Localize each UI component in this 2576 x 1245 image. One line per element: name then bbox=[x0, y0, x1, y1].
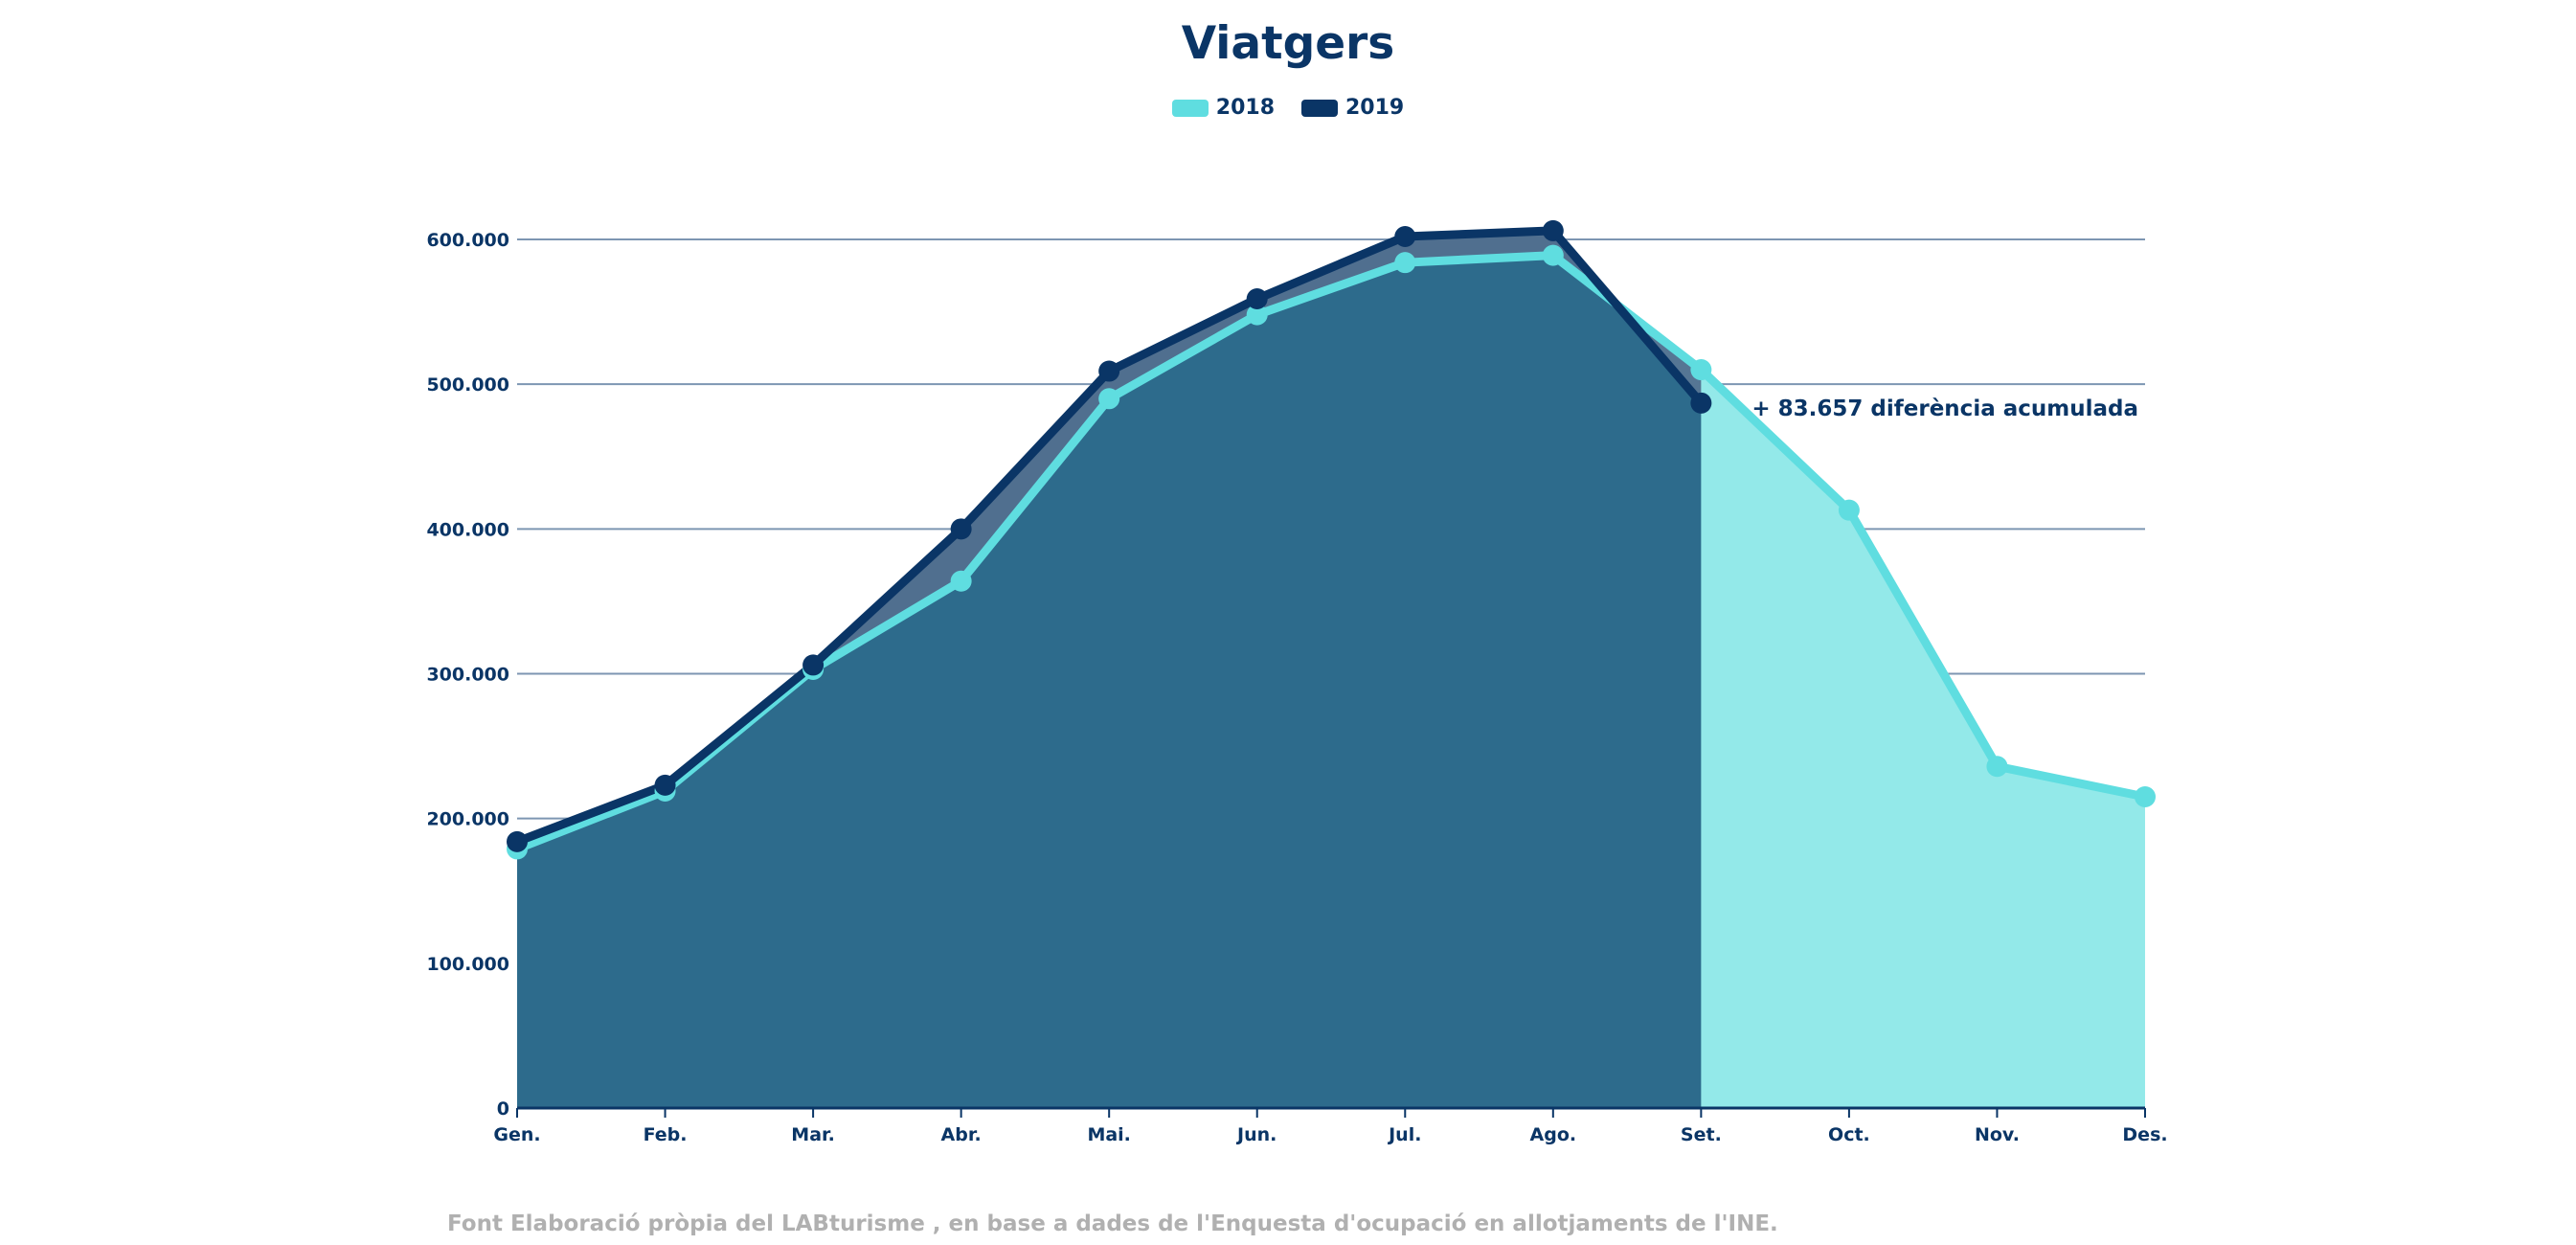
point-2019 bbox=[1098, 360, 1120, 382]
legend-item-2019[interactable]: 2019 bbox=[1301, 96, 1404, 120]
annotation-difference: + 83.657 diferència acumulada bbox=[1751, 396, 2138, 421]
point-2019 bbox=[1246, 287, 1268, 309]
legend-swatch-2018 bbox=[1171, 99, 1209, 117]
legend: 2018 2019 bbox=[0, 96, 2576, 120]
point-2019 bbox=[950, 518, 972, 540]
x-tick-label: Jul. bbox=[1387, 1124, 1421, 1145]
legend-item-2018[interactable]: 2018 bbox=[1171, 96, 1275, 120]
x-tick-label: Ago. bbox=[1530, 1124, 1577, 1145]
y-tick-label: 500.000 bbox=[426, 374, 509, 396]
y-tick-label: 300.000 bbox=[426, 665, 509, 686]
x-tick-label: Gen. bbox=[493, 1124, 540, 1145]
point-2018 bbox=[1542, 244, 1564, 266]
point-2019 bbox=[507, 830, 528, 852]
point-2018 bbox=[1986, 756, 2008, 778]
area-2019 bbox=[517, 230, 1702, 1108]
x-tick-label: Set. bbox=[1681, 1124, 1722, 1145]
x-tick-label: Mar. bbox=[791, 1124, 835, 1145]
point-2019 bbox=[654, 774, 676, 796]
x-tick-label: Mai. bbox=[1087, 1124, 1130, 1145]
y-tick-label: 600.000 bbox=[426, 230, 509, 251]
point-2018 bbox=[1098, 388, 1120, 410]
legend-label-2018: 2018 bbox=[1215, 96, 1275, 120]
source-note: Font Elaboració pròpia del LABturisme , … bbox=[447, 1211, 1778, 1236]
point-2018 bbox=[1246, 304, 1268, 326]
legend-swatch-2019 bbox=[1301, 99, 1338, 117]
y-tick-label: 100.000 bbox=[426, 954, 509, 975]
point-2018 bbox=[1690, 359, 1712, 381]
chart-title: Viatgers bbox=[1181, 17, 1395, 70]
x-tick-label: Des. bbox=[2122, 1124, 2167, 1145]
point-2019 bbox=[1394, 225, 1416, 247]
point-2019 bbox=[1690, 392, 1712, 414]
point-2019 bbox=[1542, 219, 1564, 241]
point-2019 bbox=[802, 654, 825, 676]
legend-label-2019: 2019 bbox=[1345, 96, 1405, 120]
y-tick-label: 0 bbox=[497, 1098, 509, 1120]
x-tick-label: Oct. bbox=[1828, 1124, 1870, 1145]
point-2018 bbox=[1838, 499, 1860, 521]
y-tick-label: 200.000 bbox=[426, 809, 509, 830]
x-tick-label: Feb. bbox=[644, 1124, 688, 1145]
x-tick-label: Jun. bbox=[1235, 1124, 1277, 1145]
x-tick-label: Nov. bbox=[1975, 1124, 2020, 1145]
point-2018 bbox=[2135, 785, 2156, 807]
y-tick-label: 400.000 bbox=[426, 519, 509, 540]
x-tick-label: Abr. bbox=[941, 1124, 982, 1145]
point-2018 bbox=[950, 570, 972, 592]
point-2018 bbox=[1394, 252, 1416, 274]
